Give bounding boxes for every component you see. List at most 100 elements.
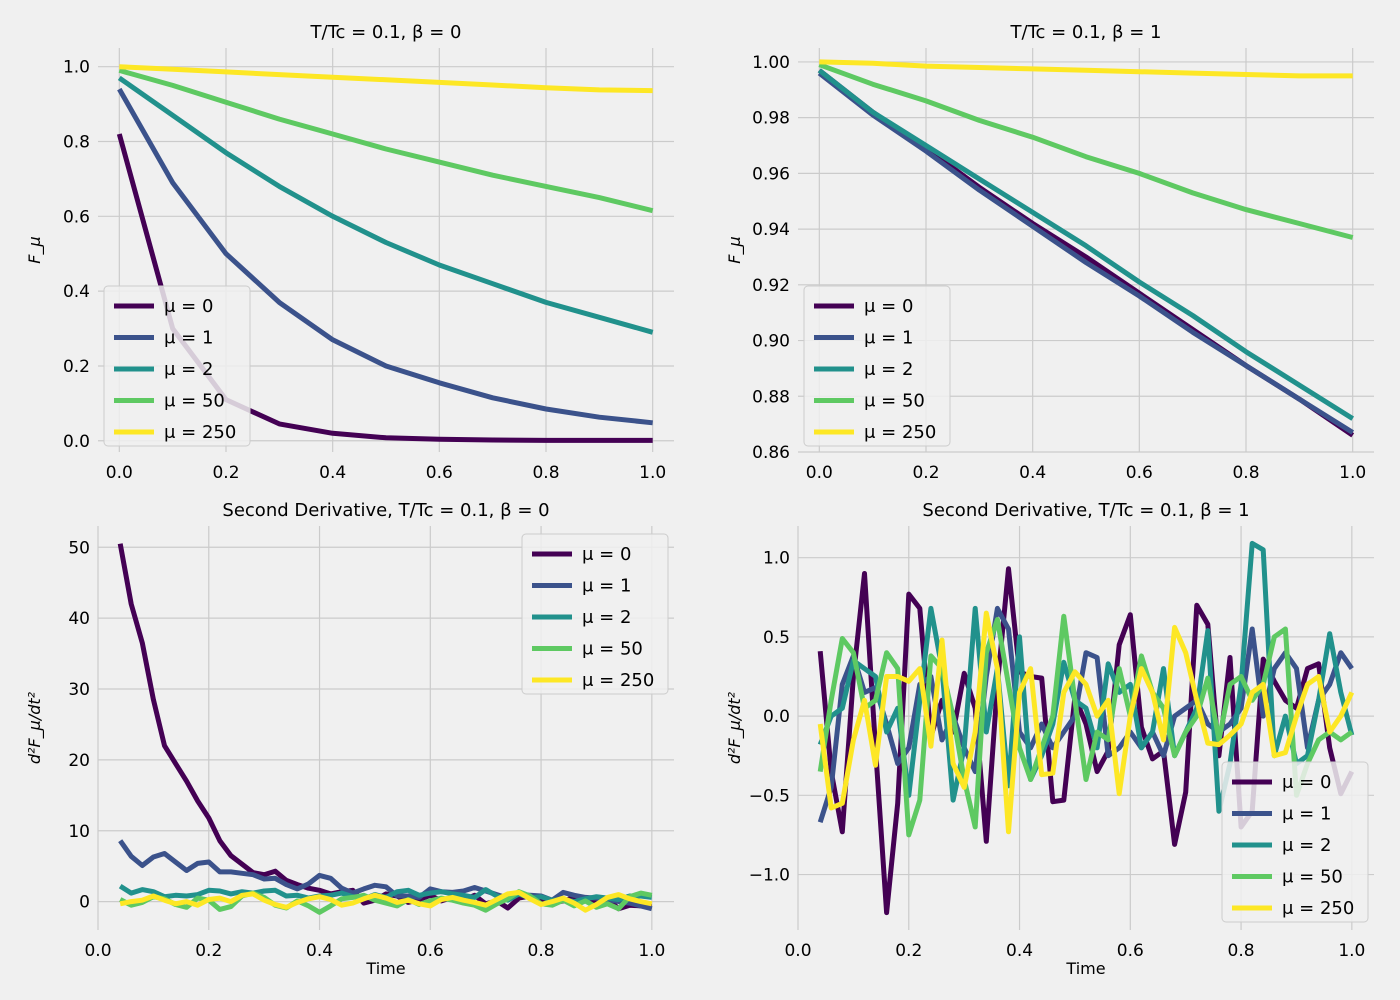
y-tick-label: 0.92 — [752, 276, 790, 296]
legend-label: μ = 0 — [864, 296, 913, 317]
y-tick-label: 0.5 — [763, 628, 790, 648]
legend: μ = 0 μ = 1 μ = 2 μ = 50 μ = 250 — [103, 285, 251, 447]
legend-label: μ = 2 — [1282, 835, 1331, 856]
legend-label: μ = 50 — [582, 639, 643, 660]
y-tick-label: 10 — [68, 822, 90, 842]
legend-label: μ = 50 — [164, 391, 225, 412]
y-tick-label: −1.0 — [749, 866, 790, 886]
x-tick-label: 0.8 — [1232, 463, 1259, 483]
x-axis-label: Time — [1065, 959, 1105, 978]
y-tick-label: −0.5 — [749, 786, 790, 806]
legend-label: μ = 1 — [582, 576, 631, 597]
y-tick-label: 0.98 — [752, 109, 790, 129]
series-group — [817, 59, 1355, 438]
x-tick-label: 1.0 — [1338, 941, 1365, 961]
y-tick-label: 0.94 — [752, 220, 790, 240]
legend-box — [803, 285, 951, 447]
legend-box — [103, 285, 251, 447]
series-line-mu-50 — [118, 67, 654, 214]
legend-label: μ = 0 — [164, 296, 213, 317]
x-tick-label: 0.0 — [106, 463, 133, 483]
series-line-mu-50 — [818, 62, 1354, 240]
legend-label: μ = 0 — [1282, 772, 1331, 793]
series-line-mu-1 — [817, 605, 1354, 824]
legend: μ = 0 μ = 1 μ = 2 μ = 50 μ = 250 — [803, 285, 951, 447]
subplot-title: Second Derivative, T/Tc = 0.1, β = 1 — [922, 500, 1249, 521]
y-tick-label: 1.0 — [763, 549, 790, 569]
series-group — [817, 540, 1355, 916]
y-tick-label: 0.8 — [63, 133, 90, 153]
x-tick-label: 0.2 — [912, 463, 939, 483]
x-tick-label: 0.4 — [1019, 463, 1046, 483]
y-tick-label: 0 — [79, 893, 90, 913]
subplot-4: 0.0 0.2 0.4 0.6 0.8 1.0 −1.0 −0.5 0.0 0.5 1.0 Secon… — [725, 500, 1374, 978]
x-tick-label: 1.0 — [1339, 463, 1366, 483]
subplot-title: T/Tc = 0.1, β = 1 — [1010, 22, 1162, 43]
series-line-mu-250 — [119, 889, 653, 913]
x-tick-label: 0.0 — [784, 941, 811, 961]
y-tick-label: 0.0 — [63, 432, 90, 452]
y-tick-label: 0.90 — [752, 332, 790, 352]
x-tick-label: 0.8 — [528, 941, 555, 961]
legend: μ = 0 μ = 1 μ = 2 μ = 50 μ = 250 — [1221, 761, 1369, 923]
legend-box — [1221, 761, 1369, 923]
x-tick-label: 0.6 — [426, 463, 453, 483]
y-tick-label: 0.2 — [63, 357, 90, 377]
series-line-mu-250 — [119, 64, 653, 94]
series-line-mu-250 — [819, 59, 1353, 79]
y-tick-label: 20 — [68, 751, 90, 771]
legend-box — [521, 533, 669, 695]
legend-label: μ = 2 — [864, 359, 913, 380]
legend-label: μ = 1 — [864, 328, 913, 349]
legend-label: μ = 2 — [582, 607, 631, 628]
subplot-3: 0.0 0.2 0.4 0.6 0.8 1.0 0 10 20 30 40 50 Second Deri… — [25, 500, 674, 978]
subplot-title: Second Derivative, T/Tc = 0.1, β = 0 — [222, 500, 549, 521]
x-tick-label: 0.2 — [895, 941, 922, 961]
y-tick-label: 1.0 — [63, 58, 90, 78]
x-axis-label: Time — [365, 959, 405, 978]
y-tick-label: 30 — [68, 680, 90, 700]
legend-label: μ = 50 — [1282, 867, 1343, 888]
x-tick-label: 0.6 — [1117, 941, 1144, 961]
x-tick-label: 0.8 — [532, 463, 559, 483]
legend-label: μ = 250 — [864, 422, 936, 443]
x-tick-label: 0.4 — [319, 463, 346, 483]
series-line-mu-2 — [817, 68, 1355, 421]
legend-label: μ = 50 — [864, 391, 925, 412]
y-tick-label: 0.86 — [752, 443, 790, 463]
series-line-mu-2 — [117, 75, 654, 335]
y-axis-label: d²F_μ/dt² — [725, 691, 745, 764]
y-tick-label: 0.0 — [763, 707, 790, 727]
y-tick-label: 1.00 — [752, 53, 790, 73]
x-tick-label: 0.4 — [1006, 941, 1033, 961]
series-line-mu-1 — [117, 87, 653, 426]
y-tick-label: 0.4 — [63, 282, 90, 302]
legend-label: μ = 0 — [582, 544, 631, 565]
y-tick-label: 50 — [68, 538, 90, 558]
x-tick-label: 0.6 — [417, 941, 444, 961]
x-tick-label: 0.8 — [1228, 941, 1255, 961]
series-line-mu-250 — [817, 610, 1355, 835]
subplot-2: 0.0 0.2 0.4 0.6 0.8 1.0 0.86 0.88 0.90 0.92 0.94 0.… — [725, 22, 1374, 483]
series-line-mu-0 — [817, 566, 1355, 916]
legend-label: μ = 250 — [582, 670, 654, 691]
subplot-1: 0.0 0.2 0.4 0.6 0.8 1.0 0.0 0.2 0.4 0.6 0.8 1.0 T/Tc… — [25, 22, 674, 483]
legend-label: μ = 1 — [164, 328, 213, 349]
series-line-mu-1 — [817, 71, 1355, 435]
x-tick-label: 0.4 — [306, 941, 333, 961]
series-line-mu-2 — [817, 540, 1355, 814]
y-axis-label: F_μ — [25, 236, 45, 263]
y-tick-label: 0.96 — [752, 164, 790, 184]
legend-label: μ = 250 — [164, 422, 236, 443]
legend-label: μ = 2 — [164, 359, 213, 380]
legend: μ = 0 μ = 1 μ = 2 μ = 50 μ = 250 — [521, 533, 669, 695]
y-tick-label: 0.6 — [63, 207, 90, 227]
y-tick-label: 0.88 — [752, 387, 790, 407]
x-tick-label: 1.0 — [638, 941, 665, 961]
x-tick-label: 0.0 — [84, 941, 111, 961]
legend-label: μ = 1 — [1282, 804, 1331, 825]
x-tick-label: 0.2 — [212, 463, 239, 483]
y-axis-label: F_μ — [725, 236, 745, 263]
x-tick-label: 0.2 — [195, 941, 222, 961]
